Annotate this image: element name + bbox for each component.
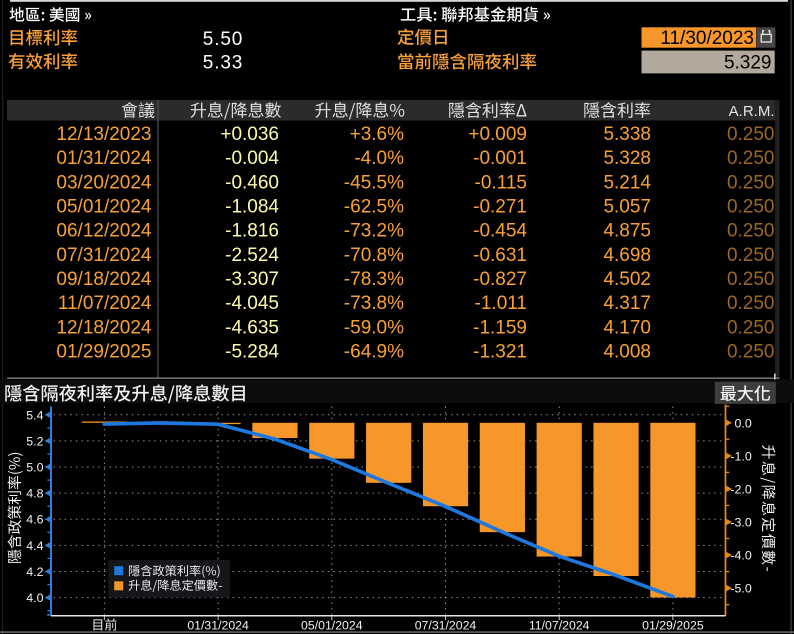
svg-text:01/29/2025: 01/29/2025 [56,342,151,363]
svg-text:A.R.M.: A.R.M. [729,103,775,120]
svg-text:5.4: 5.4 [26,408,43,422]
svg-text:4.8: 4.8 [26,487,43,501]
svg-text:07/31/2024: 07/31/2024 [415,618,477,632]
svg-text:-45.5%: -45.5% [344,172,404,193]
svg-text:0.0: 0.0 [735,416,752,430]
svg-text:-62.5%: -62.5% [344,196,404,217]
svg-text:-2.524: -2.524 [225,245,279,266]
svg-text:0.250: 0.250 [727,172,775,193]
svg-text:5.33: 5.33 [203,52,243,73]
svg-text:0.250: 0.250 [727,196,775,217]
svg-text:+0.009: +0.009 [468,124,527,145]
svg-text:5.338: 5.338 [603,124,651,145]
svg-text:-1.0: -1.0 [730,449,751,463]
svg-text:5.057: 5.057 [603,196,651,217]
svg-text:01/31/2024: 01/31/2024 [56,148,152,169]
svg-text:06/12/2024: 06/12/2024 [56,221,152,242]
svg-text:-0.827: -0.827 [473,269,527,290]
svg-text:-73.2%: -73.2% [344,221,404,242]
svg-text:-1.159: -1.159 [473,317,527,338]
svg-text:-0.631: -0.631 [473,245,527,266]
svg-text:05/01/2024: 05/01/2024 [56,196,152,217]
svg-text:-2.0: -2.0 [730,482,751,496]
svg-text:-70.8%: -70.8% [344,245,404,266]
svg-text:-4.635: -4.635 [225,317,279,338]
svg-text:+3.6%: +3.6% [350,124,405,145]
svg-text:4.0: 4.0 [26,591,43,605]
svg-text:-5.284: -5.284 [225,342,279,363]
svg-text:-0.001: -0.001 [473,148,527,169]
svg-text:01/29/2025: 01/29/2025 [642,618,704,632]
svg-text:0.250: 0.250 [727,293,775,314]
svg-text:5.0: 5.0 [26,461,43,475]
svg-text:-59.0%: -59.0% [344,317,404,338]
svg-text:-4.0: -4.0 [730,549,751,563]
svg-text:0.250: 0.250 [727,148,775,169]
svg-text:07/31/2024: 07/31/2024 [56,245,152,266]
svg-text:4.170: 4.170 [603,317,651,338]
svg-text:4.008: 4.008 [603,342,651,363]
svg-text:4.6: 4.6 [26,513,43,527]
svg-text:-0.271: -0.271 [473,196,527,217]
svg-text:-64.9%: -64.9% [344,342,404,363]
svg-text:-0.460: -0.460 [225,172,279,193]
svg-text:5.2: 5.2 [26,434,43,448]
svg-text:-3.0: -3.0 [730,515,751,529]
svg-text:03/20/2024: 03/20/2024 [56,172,152,193]
svg-text:5.328: 5.328 [603,148,651,169]
svg-text:5.329: 5.329 [724,53,772,74]
svg-text:4.875: 4.875 [603,221,651,242]
svg-text:-1.084: -1.084 [225,196,279,217]
svg-text:0.250: 0.250 [727,317,775,338]
svg-text:0.250: 0.250 [727,342,775,363]
svg-text:4.4: 4.4 [26,539,43,553]
svg-text:0.250: 0.250 [727,245,775,266]
svg-text:-0.115: -0.115 [475,172,527,193]
svg-text:4.502: 4.502 [603,269,651,290]
svg-text:5.214: 5.214 [603,172,651,193]
svg-text:-0.004: -0.004 [225,148,279,169]
svg-text:4.698: 4.698 [603,245,651,266]
svg-text:0.250: 0.250 [727,269,775,290]
svg-text:-3.307: -3.307 [225,269,279,290]
svg-text:12/18/2024: 12/18/2024 [56,317,152,338]
svg-text:11/07/2024: 11/07/2024 [529,618,590,632]
svg-text:09/18/2024: 09/18/2024 [56,269,152,290]
svg-text:01/31/2024: 01/31/2024 [187,618,249,632]
svg-text:05/01/2024: 05/01/2024 [301,618,363,632]
svg-text:-4.045: -4.045 [225,293,279,314]
svg-text:11/07/2024: 11/07/2024 [58,293,152,314]
svg-text:-4.0%: -4.0% [354,148,404,169]
svg-text:4.317: 4.317 [603,293,651,314]
svg-text:5.50: 5.50 [203,29,243,50]
svg-text:4.2: 4.2 [26,565,43,579]
svg-text:11/30/2023: 11/30/2023 [660,28,754,49]
svg-text:-1.321: -1.321 [473,342,527,363]
svg-text:-1.011: -1.011 [475,293,527,314]
svg-text:+0.036: +0.036 [220,124,279,145]
svg-text:12/13/2023: 12/13/2023 [56,124,151,145]
svg-text:-5.0: -5.0 [730,582,751,596]
svg-text:0.250: 0.250 [727,124,775,145]
svg-text:-73.8%: -73.8% [344,293,404,314]
svg-text:-0.454: -0.454 [473,221,527,242]
svg-text:-78.3%: -78.3% [344,269,404,290]
svg-text:-1.816: -1.816 [225,221,279,242]
svg-text:0.250: 0.250 [727,221,775,242]
